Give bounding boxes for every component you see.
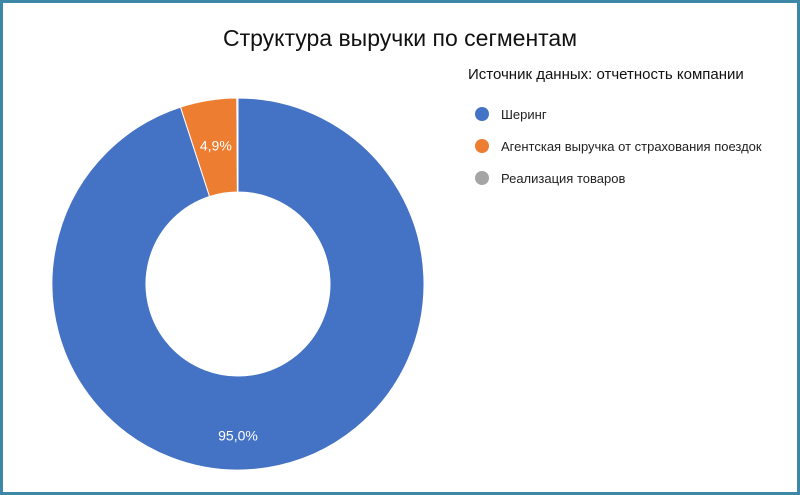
legend-swatch-goods [475,171,489,185]
chart-legend: Шеринг Агентская выручка от страхования … [475,98,762,194]
legend-label-goods: Реализация товаров [501,170,626,186]
legend-label-insurance: Агентская выручка от страхования поездок [501,138,762,154]
legend-swatch-sharing [475,107,489,121]
chart-title: Структура выручки по сегментам [222,25,578,51]
data-label-insurance: 4,9% [200,137,232,153]
chart-subtitle: Источник данных: отчетность компании [468,66,744,83]
legend-label-sharing: Шеринг [501,106,547,122]
donut-slice-goods[interactable] [236,97,239,193]
legend-item-insurance[interactable]: Агентская выручка от страхования поездок [475,130,762,162]
data-label-sharing: 95,0% [218,428,258,444]
legend-item-sharing[interactable]: Шеринг [475,98,762,130]
legend-item-goods[interactable]: Реализация товаров [475,162,762,194]
donut-slice-sharing[interactable] [51,97,425,471]
legend-swatch-insurance [475,139,489,153]
